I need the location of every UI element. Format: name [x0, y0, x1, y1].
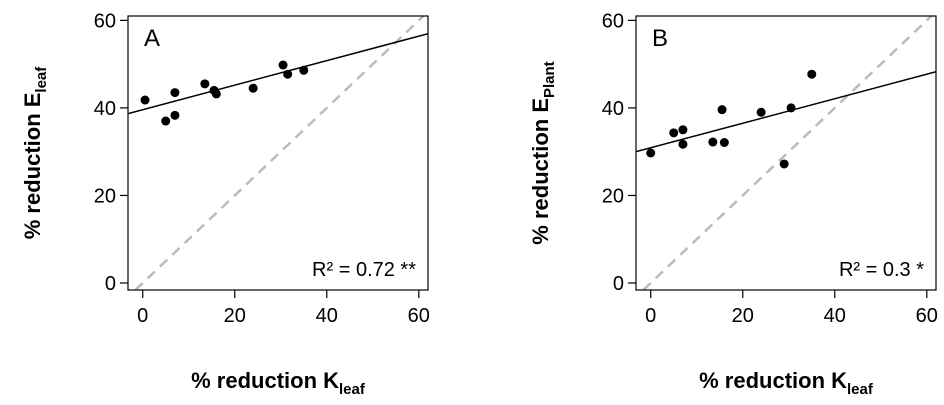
x-axis-label-sub: leaf [339, 381, 366, 398]
panel-label: A [144, 25, 160, 52]
x-tick-label: 0 [645, 305, 656, 327]
y-tick-label: 40 [602, 98, 624, 120]
x-tick-label: 20 [732, 305, 754, 327]
y-axis-label: % reduction EPlant [528, 61, 558, 244]
y-tick-label: 20 [602, 185, 624, 207]
point [779, 159, 789, 169]
point [170, 88, 180, 98]
x-axis-label-sub: leaf [847, 381, 874, 398]
point [717, 105, 727, 115]
point [719, 137, 729, 147]
y-tick-label: 0 [613, 273, 624, 295]
point [756, 107, 766, 117]
point [211, 89, 221, 99]
point [161, 116, 171, 126]
point [140, 95, 150, 105]
point [248, 83, 258, 93]
y-axis-label-sub: Plant [541, 61, 558, 98]
y-tick-label: 40 [94, 98, 116, 120]
y-tick-label: 60 [602, 10, 624, 32]
y-axis-label-text: % reduction E [528, 98, 553, 245]
x-axis-label-text: % reduction K [699, 368, 847, 393]
x-axis-label-text: % reduction K [191, 368, 339, 393]
point [708, 137, 718, 147]
point [678, 139, 688, 149]
x-tick-label: 60 [916, 305, 938, 327]
x-tick-label: 60 [408, 305, 430, 327]
fit-line [128, 32, 428, 115]
identity-line [134, 16, 425, 290]
x-tick-label: 20 [224, 305, 246, 327]
point [170, 110, 180, 120]
y-axis-label-text: % reduction E [20, 93, 45, 240]
y-axis-label-sub: leaf [33, 66, 50, 93]
point [646, 148, 656, 158]
point [669, 128, 679, 138]
plot-frame [635, 15, 937, 291]
point [807, 69, 817, 79]
point [786, 103, 796, 113]
panel-label: B [652, 25, 668, 52]
point [278, 60, 288, 70]
y-tick-label: 0 [105, 273, 116, 295]
point [200, 79, 210, 89]
stat-label: R² = 0.72 ** [312, 259, 416, 281]
x-tick-label: 40 [824, 305, 846, 327]
x-tick-label: 0 [137, 305, 148, 327]
point [283, 69, 293, 79]
point [678, 125, 688, 135]
stat-label: R² = 0.3 * [839, 259, 924, 281]
fit-line [636, 71, 936, 153]
point [299, 65, 309, 75]
y-tick-label: 60 [94, 10, 116, 32]
y-axis-label: % reduction Eleaf [20, 66, 50, 240]
x-axis-label: % reduction Kleaf [699, 368, 874, 398]
x-tick-label: 40 [316, 305, 338, 327]
y-tick-label: 20 [94, 185, 116, 207]
identity-line [642, 16, 933, 290]
x-axis-label: % reduction Kleaf [191, 368, 366, 398]
plot-frame [127, 15, 429, 291]
